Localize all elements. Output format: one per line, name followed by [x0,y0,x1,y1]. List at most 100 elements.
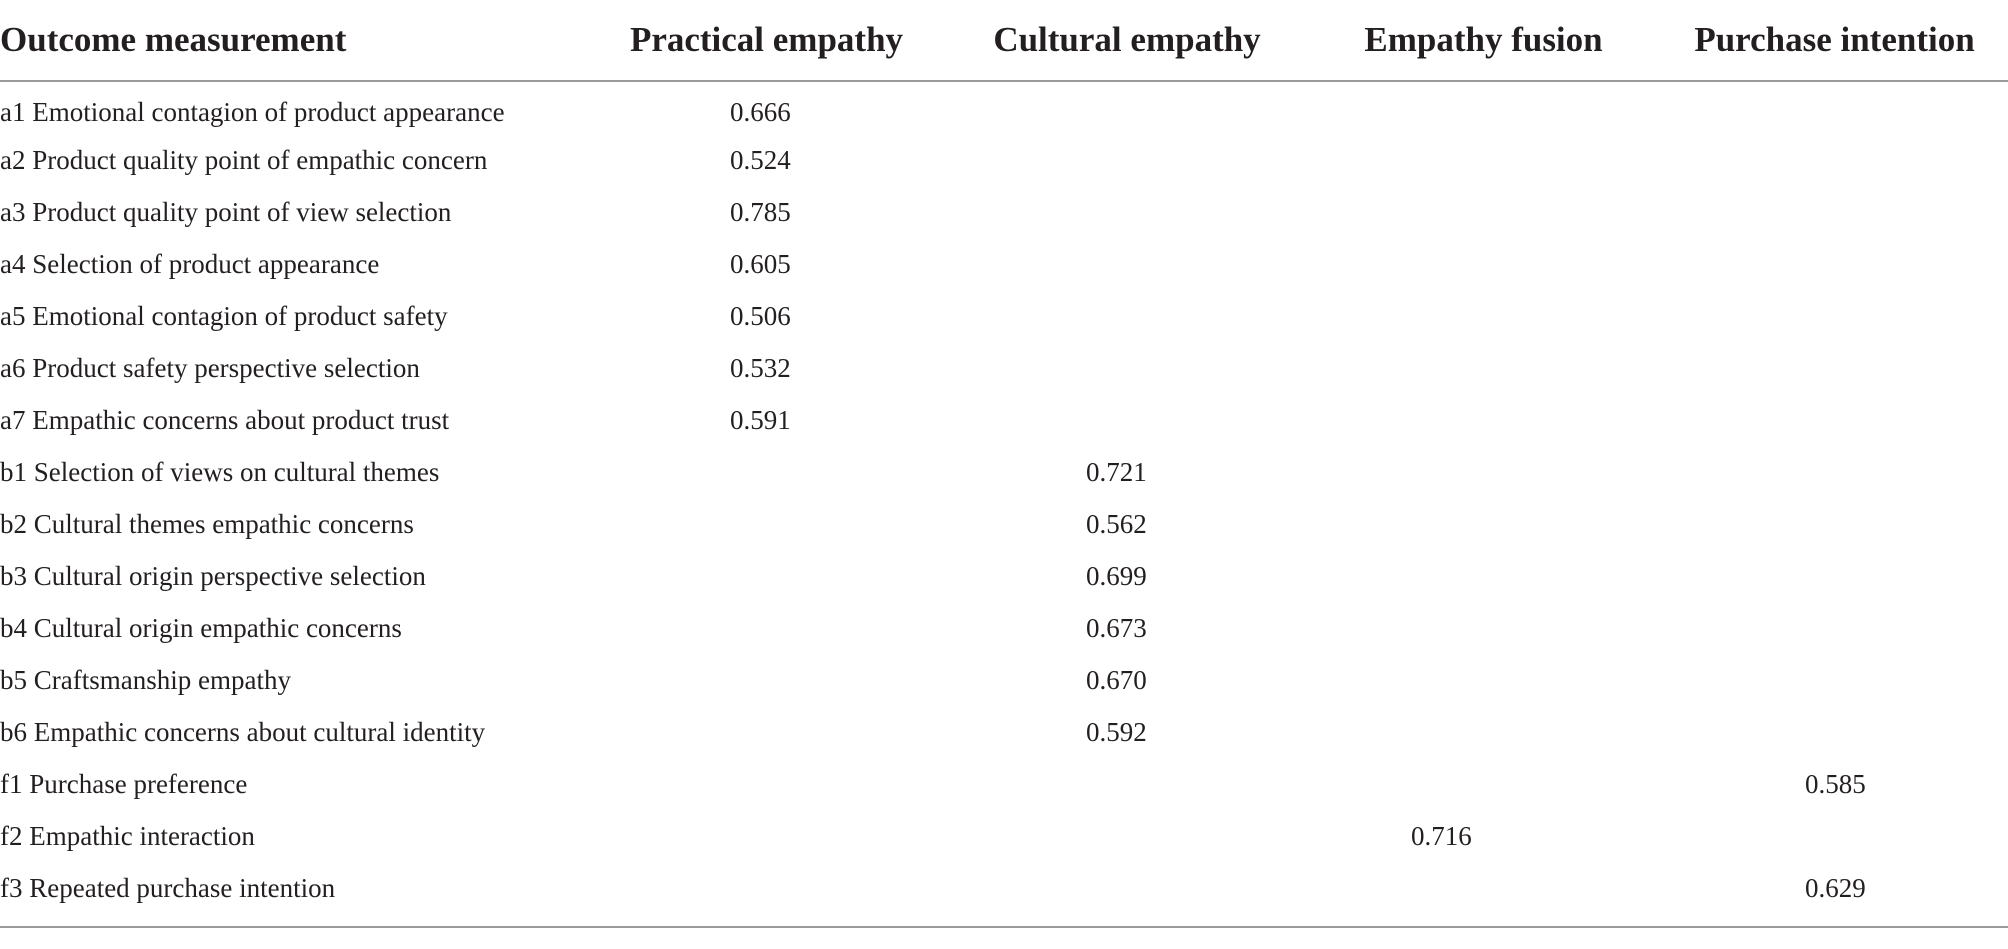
header-cultural-empathy: Cultural empathy [948,12,1306,82]
table-row: b4 Cultural origin empathic concerns 0.67… [0,602,2008,654]
cell-empathy-fusion [1306,186,1661,238]
cell-empathy-fusion [1306,758,1661,810]
cell-cultural-empathy: 0.699 [1086,560,1147,591]
cell-purchase-intention [1661,342,2008,394]
cell-empathy-fusion [1306,654,1661,706]
cell-empathy-fusion [1306,342,1661,394]
row-label: f1 Purchase preference [0,768,248,799]
row-label: b3 Cultural origin perspective selection [0,560,426,591]
table-row: a5 Emotional contagion of product safety… [0,290,2008,342]
header-purchase-intention: Purchase intention [1661,12,2008,82]
cell-empathy-fusion [1306,550,1661,602]
cell-empathy-fusion [1306,134,1661,186]
cell-practical-empathy: 0.605 [730,248,791,279]
table-row: b2 Cultural themes empathic concerns 0.56… [0,498,2008,550]
cell-purchase-intention: 0.585 [1805,768,1866,799]
cell-empathy-fusion [1306,238,1661,290]
cell-practical-empathy: 0.591 [730,404,791,435]
cell-purchase-intention [1661,654,2008,706]
cell-purchase-intention [1661,498,2008,550]
cell-practical-empathy [585,602,948,654]
cell-cultural-empathy: 0.592 [1086,716,1147,747]
cell-practical-empathy [585,706,948,758]
cell-cultural-empathy: 0.670 [1086,664,1147,695]
cell-empathy-fusion [1306,394,1661,446]
cell-purchase-intention [1661,550,2008,602]
table-row: f3 Repeated purchase intention 0.629 [0,862,2008,928]
cell-cultural-empathy: 0.721 [1086,456,1147,487]
table-body: a1 Emotional contagion of product appear… [0,81,2008,928]
row-label: a3 Product quality point of view selecti… [0,196,452,227]
cell-purchase-intention [1661,706,2008,758]
cell-practical-empathy [585,654,948,706]
cell-empathy-fusion [1306,862,1661,928]
cell-empathy-fusion [1306,290,1661,342]
cell-cultural-empathy [948,862,1306,928]
cell-practical-empathy: 0.506 [730,300,791,331]
cell-purchase-intention [1661,446,2008,498]
table-row: a6 Product safety perspective selection 0… [0,342,2008,394]
cell-practical-empathy [585,810,948,862]
cell-practical-empathy [585,862,948,928]
table-row: b1 Selection of views on cultural themes… [0,446,2008,498]
cell-cultural-empathy: 0.562 [1086,508,1147,539]
cell-practical-empathy: 0.785 [730,196,791,227]
row-label: b6 Empathic concerns about cultural iden… [0,716,486,747]
cell-practical-empathy: 0.532 [730,352,791,383]
cell-empathy-fusion [1306,498,1661,550]
factor-loading-table-container: Outcome measurement Practical empathy Cu… [0,12,2008,928]
cell-cultural-empathy [948,186,1306,238]
factor-loading-table: Outcome measurement Practical empathy Cu… [0,12,2008,928]
table-row: a7 Empathic concerns about product trust… [0,394,2008,446]
table-row: b3 Cultural origin perspective selection… [0,550,2008,602]
row-label: a6 Product safety perspective selection [0,352,420,383]
cell-cultural-empathy [948,238,1306,290]
header-practical-empathy: Practical empathy [585,12,948,82]
table-row: a3 Product quality point of view selecti… [0,186,2008,238]
cell-purchase-intention [1661,186,2008,238]
row-label: b1 Selection of views on cultural themes [0,456,440,487]
cell-cultural-empathy: 0.673 [1086,612,1147,643]
row-label: f2 Empathic interaction [0,820,255,851]
row-label: a7 Empathic concerns about product trust [0,404,450,435]
row-label: f3 Repeated purchase intention [0,862,585,928]
row-label: b5 Craftsmanship empathy [0,664,291,695]
cell-practical-empathy: 0.666 [730,96,791,127]
cell-empathy-fusion [1306,706,1661,758]
table-row: f1 Purchase preference 0.585 [0,758,2008,810]
cell-cultural-empathy [948,134,1306,186]
table-row: a4 Selection of product appearance 0.605 [0,238,2008,290]
cell-purchase-intention [1661,810,2008,862]
cell-purchase-intention [1661,81,2008,134]
cell-empathy-fusion [1306,81,1661,134]
row-label: a5 Emotional contagion of product safety [0,300,448,331]
cell-practical-empathy [585,758,948,810]
table-row: b6 Empathic concerns about cultural iden… [0,706,2008,758]
row-label: a2 Product quality point of empathic con… [0,144,488,175]
table-row: a1 Emotional contagion of product appear… [0,81,2008,134]
cell-practical-empathy: 0.524 [730,144,791,175]
cell-purchase-intention [1661,134,2008,186]
cell-purchase-intention [1661,290,2008,342]
cell-cultural-empathy [948,81,1306,134]
cell-purchase-intention [1661,238,2008,290]
cell-purchase-intention [1661,394,2008,446]
cell-purchase-intention [1661,602,2008,654]
row-label: a4 Selection of product appearance [0,248,380,279]
row-label: a1 Emotional contagion of product appear… [0,96,505,127]
cell-practical-empathy [585,498,948,550]
table-header: Outcome measurement Practical empathy Cu… [0,12,2008,82]
header-outcome-measurement: Outcome measurement [0,12,585,82]
table-row: b5 Craftsmanship empathy 0.670 [0,654,2008,706]
cell-cultural-empathy [948,394,1306,446]
header-row: Outcome measurement Practical empathy Cu… [0,12,2008,82]
cell-empathy-fusion [1306,602,1661,654]
cell-cultural-empathy [948,758,1306,810]
cell-cultural-empathy [948,342,1306,394]
table-row: a2 Product quality point of empathic con… [0,134,2008,186]
cell-practical-empathy [585,550,948,602]
cell-empathy-fusion: 0.716 [1411,820,1472,851]
table-row: f2 Empathic interaction 0.716 [0,810,2008,862]
cell-cultural-empathy [948,810,1306,862]
row-label: b2 Cultural themes empathic concerns [0,508,414,539]
